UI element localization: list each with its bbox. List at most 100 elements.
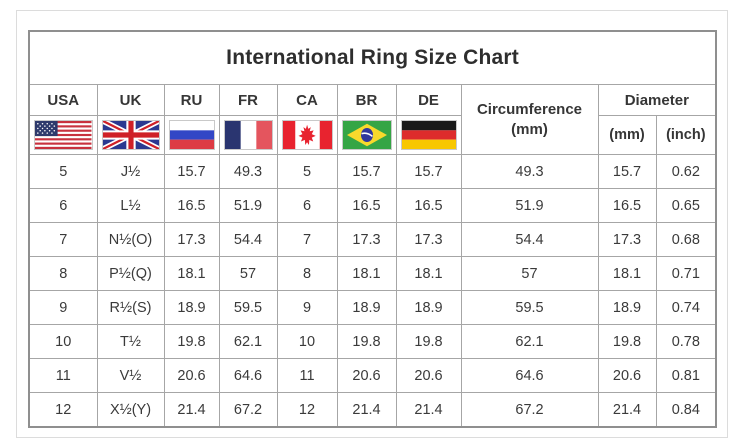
table-cell: 21.4: [597, 392, 657, 428]
table-cell: 67.2: [460, 392, 599, 428]
canada-flag-icon: [281, 120, 333, 150]
table-cell: 16.5: [597, 188, 657, 223]
table-cell: 49.3: [460, 154, 599, 189]
flag-cell-fr: [218, 115, 278, 155]
country-code-usa: USA: [28, 84, 98, 116]
germany-flag-icon: [400, 120, 457, 150]
table-cell: 5: [28, 154, 98, 189]
table-cell: 64.6: [460, 358, 599, 393]
flag-cell-ca: [276, 115, 338, 155]
table-cell: 6: [276, 188, 338, 223]
table-cell: R½(S): [96, 290, 165, 325]
table-cell: 64.6: [218, 358, 278, 393]
table-cell: 19.8: [163, 324, 220, 359]
diameter-header: Diameter: [597, 84, 717, 116]
country-code-br: BR: [336, 84, 397, 116]
image-border-frame: [16, 10, 728, 438]
table-cell: 57: [460, 256, 599, 291]
brazil-flag-icon: [341, 120, 392, 150]
table-row: 8 P½(Q) 18.1 57 8 18.1 18.1 57 18.1 0.71: [28, 256, 717, 291]
table-cell: 15.7: [597, 154, 657, 189]
table-cell: 12: [276, 392, 338, 428]
uk-flag-icon: [101, 120, 160, 150]
table-cell: 8: [276, 256, 338, 291]
table-row: 12 X½(Y) 21.4 67.2 12 21.4 21.4 67.2 21.…: [28, 392, 717, 428]
table-cell: 16.5: [336, 188, 397, 223]
france-flag-icon: [223, 120, 273, 150]
table-cell: 54.4: [460, 222, 599, 257]
table-cell: 21.4: [395, 392, 462, 428]
table-cell: 9: [276, 290, 338, 325]
table-cell: 18.9: [597, 290, 657, 325]
table-cell: 18.1: [395, 256, 462, 291]
table-cell: 51.9: [218, 188, 278, 223]
table-cell: 11: [28, 358, 98, 393]
table-cell: 19.8: [597, 324, 657, 359]
table-cell: 18.9: [163, 290, 220, 325]
table-cell: 59.5: [218, 290, 278, 325]
table-row: 11 V½ 20.6 64.6 11 20.6 20.6 64.6 20.6 0…: [28, 358, 717, 393]
circumference-header: Circumference (mm): [460, 84, 599, 155]
table-cell: 62.1: [460, 324, 599, 359]
country-code-fr: FR: [218, 84, 278, 116]
table-cell: 21.4: [336, 392, 397, 428]
flag-cell-de: [395, 115, 462, 155]
table-cell: 5: [276, 154, 338, 189]
table-cell: 10: [276, 324, 338, 359]
table-cell: P½(Q): [96, 256, 165, 291]
table-cell: 17.3: [597, 222, 657, 257]
table-cell: 18.9: [336, 290, 397, 325]
circumference-unit: (mm): [511, 120, 548, 138]
table-cell: 18.1: [163, 256, 220, 291]
table-cell: 7: [28, 222, 98, 257]
country-code-ca: CA: [276, 84, 338, 116]
table-cell: 17.3: [336, 222, 397, 257]
table-cell: 59.5: [460, 290, 599, 325]
table-cell: 49.3: [218, 154, 278, 189]
table-cell: 0.62: [655, 154, 717, 189]
table-row: 9 R½(S) 18.9 59.5 9 18.9 18.9 59.5 18.9 …: [28, 290, 717, 325]
table-cell: 15.7: [395, 154, 462, 189]
table-cell: 17.3: [395, 222, 462, 257]
table-cell: N½(O): [96, 222, 165, 257]
table-cell: 15.7: [163, 154, 220, 189]
table-cell: 17.3: [163, 222, 220, 257]
page-title: International Ring Size Chart: [28, 30, 717, 85]
table-cell: 57: [218, 256, 278, 291]
table-cell: 18.9: [395, 290, 462, 325]
table-cell: 12: [28, 392, 98, 428]
table-cell: 20.6: [163, 358, 220, 393]
table-cell: 19.8: [395, 324, 462, 359]
table-row: 6 L½ 16.5 51.9 6 16.5 16.5 51.9 16.5 0.6…: [28, 188, 717, 223]
table-cell: 51.9: [460, 188, 599, 223]
table-cell: 67.2: [218, 392, 278, 428]
table-cell: 11: [276, 358, 338, 393]
table-cell: 21.4: [163, 392, 220, 428]
table-cell: 0.84: [655, 392, 717, 428]
diameter-unit-mm-header: (mm): [597, 115, 657, 155]
table-cell: T½: [96, 324, 165, 359]
table-cell: 62.1: [218, 324, 278, 359]
table-cell: 0.68: [655, 222, 717, 257]
table-cell: L½: [96, 188, 165, 223]
country-code-uk: UK: [96, 84, 165, 116]
table-cell: 16.5: [163, 188, 220, 223]
country-code-ru: RU: [163, 84, 220, 116]
table-cell: 0.65: [655, 188, 717, 223]
table-cell: 18.1: [597, 256, 657, 291]
usa-flag-icon: [34, 120, 93, 150]
table-cell: 8: [28, 256, 98, 291]
table-cell: 20.6: [395, 358, 462, 393]
diameter-unit-inch-header: (inch): [655, 115, 717, 155]
table-cell: J½: [96, 154, 165, 189]
table-cell: 16.5: [395, 188, 462, 223]
flag-cell-ru: [163, 115, 220, 155]
table-cell: 54.4: [218, 222, 278, 257]
table-row: 7 N½(O) 17.3 54.4 7 17.3 17.3 54.4 17.3 …: [28, 222, 717, 257]
table-cell: 0.74: [655, 290, 717, 325]
table-cell: 20.6: [597, 358, 657, 393]
country-code-de: DE: [395, 84, 462, 116]
russia-flag-icon: [168, 120, 215, 150]
table-cell: 6: [28, 188, 98, 223]
table-row: 10 T½ 19.8 62.1 10 19.8 19.8 62.1 19.8 0…: [28, 324, 717, 359]
